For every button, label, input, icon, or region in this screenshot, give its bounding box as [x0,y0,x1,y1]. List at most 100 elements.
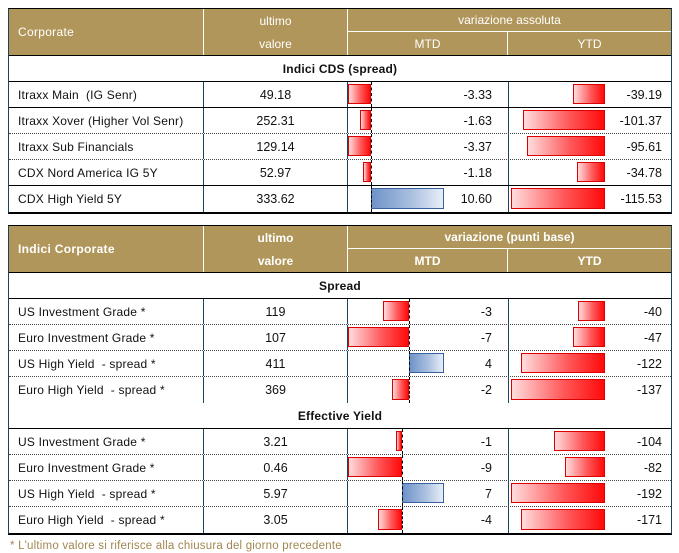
mtd-bar-zone [348,108,444,133]
mtd-bar-zone [348,377,444,403]
last-value: 52.97 [204,160,348,185]
instrument-name: CDX Nord America IG 5Y [9,160,204,185]
ytd-cell: -47 [509,325,671,350]
mtd-bar-zone [348,455,444,480]
ytd-bar [527,136,605,156]
mtd-cell: -7 [348,325,509,350]
header-ytd: YTD [577,253,602,268]
ytd-value: -115.53 [620,192,662,206]
table-row: Itraxx Sub Financials 129.14 -3.37 -95.61 [9,134,671,160]
header-variation-label: variazione assoluta [348,9,671,32]
instrument-name: US Investment Grade * [9,299,204,324]
ytd-value: -104 [636,434,662,449]
last-value: 3.05 [204,507,348,533]
ytd-bar-zone [511,507,605,533]
ytd-bar-zone [511,325,605,350]
ytd-bar [554,431,605,451]
ytd-bar [573,327,605,347]
mtd-value: -3.37 [463,139,493,154]
mtd-cell: -3.33 [348,82,509,107]
last-value: 369 [204,377,348,403]
mtd-bar-zone [348,82,444,107]
table-row: CDX High Yield 5Y 333.62 10.60 -115.53 [9,186,671,212]
header-last-value: ultimo valore [204,226,348,272]
section-title: Effective Yield [9,403,671,429]
last-value: 3.21 [204,429,348,454]
ytd-value: -171 [636,513,662,527]
mtd-bar [363,162,371,182]
mtd-value: -3.33 [463,87,493,102]
table-body: Itraxx Main (IG Senr) 49.18 -3.33 -39.19 Itr… [9,82,671,212]
mtd-cell: -9 [348,455,509,480]
header-ytd: YTD [577,36,602,51]
ytd-value: -137 [636,383,662,397]
mtd-cell: 7 [348,481,509,506]
mtd-bar-zone [348,429,444,454]
mtd-cell: 4 [348,351,509,376]
section-title: Spread [9,273,671,299]
mtd-value: 4 [485,356,492,371]
last-value: 411 [204,351,348,376]
last-value: 333.62 [204,186,348,212]
ytd-cell: -82 [509,455,671,480]
mtd-bar-zone [348,325,444,350]
mtd-cell: -1.63 [348,108,509,133]
ytd-bar-zone [511,377,605,403]
corporate-cds-table: Corporate ultimo valore variazione assol… [8,8,672,214]
ytd-value: -47 [643,330,662,345]
instrument-name: Itraxx Sub Financials [9,134,204,159]
mtd-bar [392,379,409,400]
mtd-value: -2 [480,383,492,397]
header-last-line1: ultimo [257,230,294,245]
zero-axis-line [402,429,403,454]
ytd-bar [511,188,605,209]
last-value: 5.97 [204,481,348,506]
mtd-cell: -1.18 [348,160,509,185]
zero-axis-line [371,82,372,107]
ytd-cell: -34.78 [509,160,671,185]
zero-axis-line [409,299,410,324]
ytd-bar-zone [511,82,605,107]
header-last-value: ultimo valore [204,9,348,55]
table-row: Itraxx Xover (Higher Vol Senr) 252.31 -1.6… [9,108,671,134]
ytd-bar-zone [511,134,605,159]
instrument-name: Itraxx Xover (Higher Vol Senr) [9,108,204,133]
table-body: Spread US Investment Grade * 119 -3 -40 Euro … [9,273,671,533]
ytd-value: -95.61 [626,139,662,154]
zero-axis-line [409,351,410,376]
mtd-bar [348,84,371,104]
section-title: Indici CDS (spread) [9,56,671,82]
ytd-bar-zone [511,108,605,133]
mtd-value: -1 [480,434,492,449]
ytd-bar [521,353,605,373]
last-value: 49.18 [204,82,348,107]
ytd-cell: -40 [509,299,671,324]
mtd-bar [402,483,444,503]
mtd-bar [383,301,409,321]
ytd-cell: -171 [509,507,671,533]
ytd-bar-zone [511,455,605,480]
instrument-name: Euro Investment Grade * [9,325,204,350]
zero-axis-line [409,325,410,350]
mtd-value: -4 [480,513,492,527]
ytd-bar-zone [511,160,605,185]
table-row: Itraxx Main (IG Senr) 49.18 -3.33 -39.19 [9,82,671,108]
mtd-bar [371,188,444,209]
ytd-bar [578,301,605,321]
instrument-name: CDX High Yield 5Y [9,186,204,212]
mtd-value: -7 [480,330,492,345]
mtd-bar [360,110,371,130]
table-row: US High Yield - spread * 5.97 7 -192 [9,481,671,507]
zero-axis-line [371,160,372,185]
last-value: 107 [204,325,348,350]
zero-axis-line [371,134,372,159]
header-variation-columns: MTD YTD [348,32,671,55]
ytd-value: -34.78 [626,165,662,180]
mtd-cell: 10.60 [348,186,509,212]
header-variation-columns: MTD YTD [348,249,671,272]
table-header: Indici Corporate ultimo valore variazion… [9,226,671,273]
mtd-cell: -1 [348,429,509,454]
ytd-bar-zone [511,481,605,506]
ytd-value: -101.37 [619,113,662,128]
mtd-cell: -3 [348,299,509,324]
